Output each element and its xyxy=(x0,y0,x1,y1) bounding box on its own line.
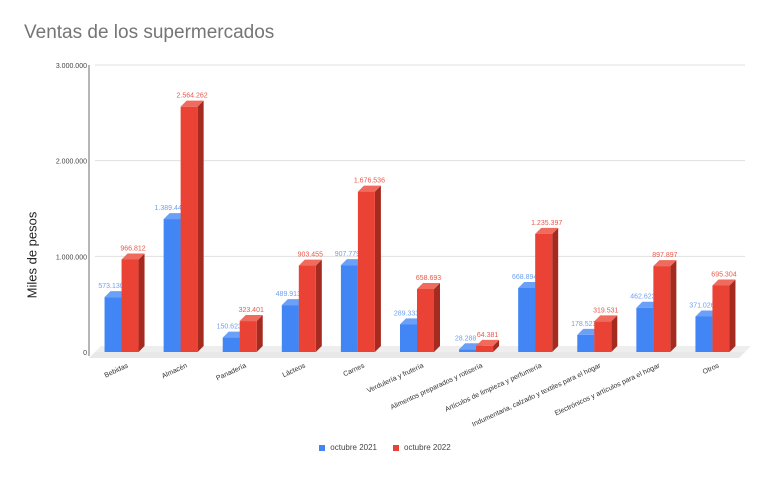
legend-label-2021: octubre 2021 xyxy=(330,443,377,452)
x-tick-label: Panadería xyxy=(215,362,247,382)
data-label: 658.693 xyxy=(416,275,441,282)
bar-top xyxy=(239,315,263,322)
bar-top xyxy=(121,253,145,260)
x-tick-label: Alimentos preparados y rotisería xyxy=(390,362,484,411)
bar-2022[interactable] xyxy=(417,288,434,352)
data-label: 897.897 xyxy=(652,252,677,259)
data-label: 668.894 xyxy=(512,274,537,281)
x-tick-label: Artículos de limpieza y perfumería xyxy=(444,362,543,413)
bar-2022[interactable] xyxy=(653,266,671,352)
x-tick-label: Carnes xyxy=(342,362,366,378)
chart-title: Ventas de los supermercados xyxy=(24,22,275,43)
bar-2021[interactable] xyxy=(400,324,417,352)
legend: octubre 2021 octubre 2022 xyxy=(0,443,770,452)
bar-top xyxy=(298,259,322,266)
data-label: 907.779 xyxy=(335,251,360,258)
legend-label-2022: octubre 2022 xyxy=(404,443,451,452)
bar-2021[interactable] xyxy=(222,337,240,352)
bar-side xyxy=(493,339,500,352)
data-label: 289.333 xyxy=(394,310,419,317)
bar-2021[interactable] xyxy=(518,288,536,352)
x-tick-label: Bebidas xyxy=(104,362,130,379)
data-label: 150.623 xyxy=(217,324,242,331)
bar-2022[interactable] xyxy=(476,345,494,352)
x-tick-label: Electrónicos y artículos para el hogar xyxy=(554,362,662,417)
bar-2022[interactable] xyxy=(357,191,375,352)
data-label: 1.235.397 xyxy=(531,220,562,227)
bar-top xyxy=(712,279,736,286)
data-label: 489.913 xyxy=(276,291,301,298)
bar-2022[interactable] xyxy=(594,321,612,352)
bar-2021[interactable] xyxy=(163,219,181,352)
data-label: 2.564.262 xyxy=(177,93,208,100)
bar-side xyxy=(434,282,440,352)
bar-2021[interactable] xyxy=(577,334,595,352)
bar-side xyxy=(374,185,381,352)
data-label: 903.455 xyxy=(298,252,323,259)
legend-swatch-2021 xyxy=(319,444,326,451)
legend-swatch-2022 xyxy=(393,444,399,451)
bar-side xyxy=(729,279,736,352)
data-label: 323.401 xyxy=(239,307,264,314)
y-tick-label: 3.000.000 xyxy=(56,63,87,70)
legend-item-2021[interactable]: octubre 2021 xyxy=(319,443,377,452)
bar-2021[interactable] xyxy=(104,297,122,352)
bar-2022[interactable] xyxy=(298,265,316,352)
bar-side xyxy=(315,259,322,352)
data-label: 28.288 xyxy=(455,335,477,342)
x-tick-label: Lácteos xyxy=(281,362,307,379)
bar-2022[interactable] xyxy=(712,285,730,352)
bar-2021[interactable] xyxy=(281,305,299,352)
legend-item-2022[interactable]: octubre 2022 xyxy=(393,443,451,452)
data-label: 371.026 xyxy=(689,303,714,310)
bar-2022[interactable] xyxy=(121,259,139,352)
bar-2021[interactable] xyxy=(340,265,358,352)
bar-top xyxy=(594,315,618,322)
data-label: 319.531 xyxy=(593,307,618,314)
x-tick-label: Indumentaria, calzado y textiles para el… xyxy=(471,362,603,428)
bar-top xyxy=(180,100,204,107)
bar-top xyxy=(357,185,381,192)
bar-top xyxy=(476,339,500,346)
bar-side xyxy=(670,260,677,352)
bar-side xyxy=(256,315,263,352)
bar-side xyxy=(552,227,559,352)
bar-top xyxy=(535,227,559,234)
bar-2021[interactable] xyxy=(636,307,654,352)
data-label: 695.304 xyxy=(711,271,736,278)
bar-side xyxy=(138,253,145,352)
y-tick-label: 0 xyxy=(83,350,87,357)
bar-2022[interactable] xyxy=(535,233,553,352)
chart-floor-front xyxy=(89,352,745,358)
data-label: 1.389.448 xyxy=(155,205,186,212)
bar-2021[interactable] xyxy=(459,349,477,352)
bar-2022[interactable] xyxy=(180,106,198,352)
bar-2022[interactable] xyxy=(239,321,257,352)
bar-top xyxy=(417,282,440,289)
data-label: 573.130 xyxy=(98,283,123,290)
bar-top xyxy=(653,260,677,267)
x-tick-label: Otros xyxy=(702,362,721,376)
x-tick-label: Verdulería y frutería xyxy=(366,362,425,394)
data-label: 966.812 xyxy=(120,246,145,253)
data-label: 462.623 xyxy=(630,294,655,301)
data-label: 64.381 xyxy=(477,332,499,339)
bar-side xyxy=(197,100,204,352)
y-tick-label: 1.000.000 xyxy=(56,254,87,261)
y-tick-label: 2.000.000 xyxy=(56,159,87,166)
bar-2021[interactable] xyxy=(695,316,713,352)
bar-side xyxy=(611,315,618,352)
data-label: 1.676.536 xyxy=(354,178,385,185)
data-label: 178.523 xyxy=(571,321,596,328)
x-tick-label: Almacén xyxy=(161,362,189,380)
